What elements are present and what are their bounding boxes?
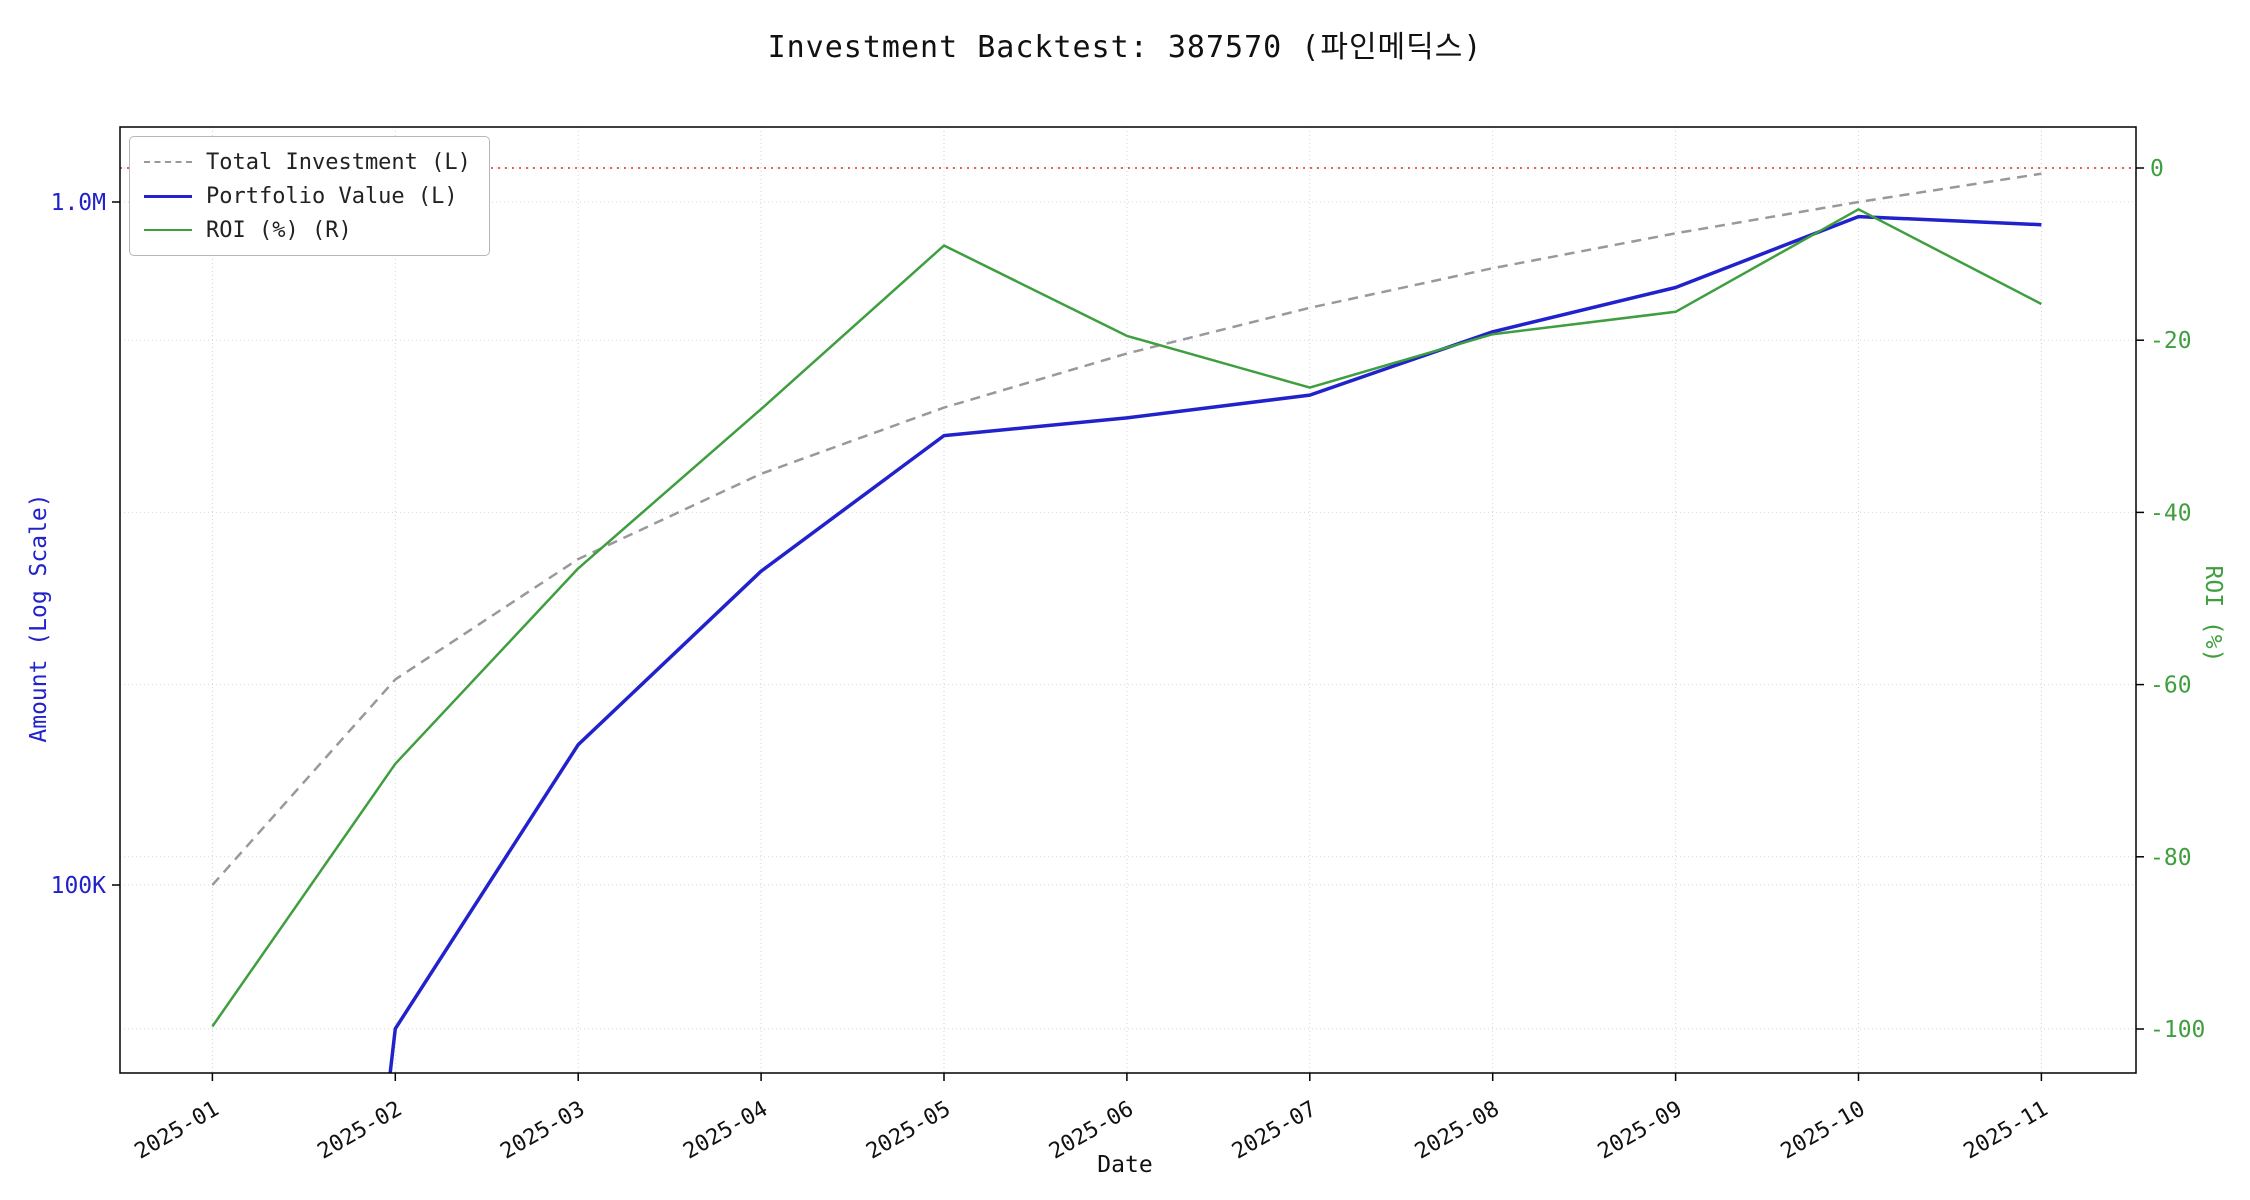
legend-swatch-solid-blue-line	[144, 194, 192, 198]
right-tick-label: -100	[2150, 1017, 2205, 1043]
legend-swatch-solid-green-line	[144, 229, 192, 231]
legend-entry-portfolio-value: Portfolio Value (L)	[144, 179, 471, 213]
series-total-investment-line	[211, 172, 2042, 886]
right-tick-label: 0	[2150, 156, 2164, 182]
plot-background	[120, 127, 2136, 1073]
series-roi-line	[211, 208, 2042, 1028]
right-tick-label: -80	[2150, 845, 2192, 871]
legend-entry-total-investment: Total Investment (L)	[144, 145, 471, 179]
right-tick-label: -20	[2150, 328, 2192, 354]
legend-label: Portfolio Value (L)	[206, 183, 458, 209]
legend: Total Investment (L) Portfolio Value (L)…	[129, 136, 490, 256]
legend-label: Total Investment (L)	[206, 149, 471, 175]
series-portfolio-value-line	[388, 214, 2042, 1073]
right-tick-label: -40	[2150, 500, 2192, 526]
left-tick-label: 100K	[51, 873, 107, 899]
plot-frame	[119, 126, 2137, 1074]
right-tick-label: -60	[2150, 673, 2192, 699]
x-axis-title: Date	[1097, 1152, 1153, 1178]
right-axis-title: ROI (%)	[2200, 565, 2226, 663]
chart-title: Investment Backtest: 387570 (파인메딕스)	[767, 30, 1483, 65]
left-axis-title: Amount (Log Scale)	[26, 493, 52, 743]
legend-label: ROI (%) (R)	[206, 217, 352, 243]
left-tick-label: 1.0M	[51, 190, 106, 216]
legend-entry-roi: ROI (%) (R)	[144, 213, 471, 247]
legend-swatch-dashed-line	[144, 161, 192, 163]
